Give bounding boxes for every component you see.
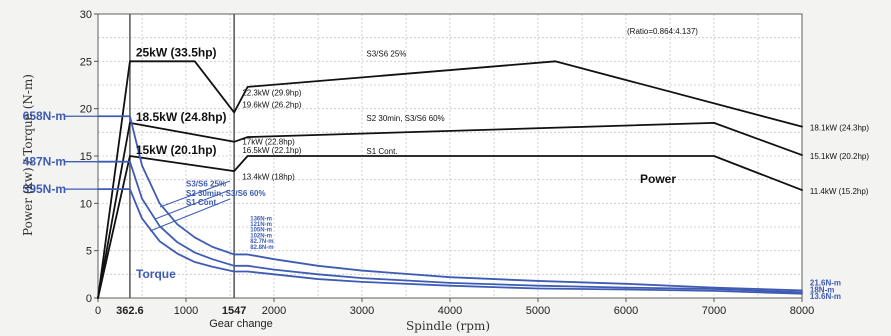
y-axis-title: Power (kw) / Torque (N-m) bbox=[21, 74, 35, 236]
chart-annotation: 121N-m bbox=[250, 222, 272, 228]
y-tick-label: 20 bbox=[80, 104, 92, 116]
x-tick-label: 6000 bbox=[614, 305, 638, 317]
torque-series-line bbox=[97, 188, 803, 295]
y-tick-label: 30 bbox=[80, 9, 92, 21]
chart-annotation: S1 Cont. bbox=[366, 147, 397, 156]
chart-annotation: 18.1kW (24.3hp) bbox=[810, 123, 869, 132]
power-label: Power bbox=[640, 172, 676, 186]
power-series-line bbox=[97, 155, 803, 299]
chart-annotation: 17kW (22.8hp) bbox=[242, 138, 295, 147]
x-tick-label: 5000 bbox=[526, 305, 550, 317]
left-torque-label: 487N-m bbox=[23, 155, 66, 169]
torque-callout-line bbox=[159, 180, 231, 208]
x-axis-title: Spindle (rpm) bbox=[406, 319, 490, 333]
torque-callout-line bbox=[149, 198, 231, 232]
chart-annotation: 136N-m bbox=[250, 216, 272, 222]
chart-annotation: S3/S6 25% bbox=[186, 179, 226, 188]
torque-callout-line bbox=[154, 189, 231, 220]
chart-annotation: S1 Cont. bbox=[186, 198, 218, 207]
ratio-note: (Ratio=0.864:4.137) bbox=[627, 27, 698, 36]
torque-series-line bbox=[97, 115, 803, 292]
x-tick-label: 4000 bbox=[438, 305, 462, 317]
chart-annotation: 82.8N-m bbox=[250, 245, 273, 251]
chart-annotation: 15kW (20.1hp) bbox=[136, 143, 217, 157]
chart-annotation: S2 30min, S3/S6 60% bbox=[186, 189, 266, 198]
x-tick-label: 1000 bbox=[174, 305, 198, 317]
special-x-tick-label: 1547 bbox=[222, 305, 246, 317]
x-tick-label: 7000 bbox=[702, 305, 726, 317]
chart-annotation: 82.7N-m bbox=[250, 239, 273, 245]
x-tick-label: 2000 bbox=[262, 305, 286, 317]
series-layer bbox=[97, 60, 803, 299]
power-series-line bbox=[97, 60, 803, 299]
chart-annotation: S2 30min, S3/S6 60% bbox=[366, 114, 444, 123]
chart-annotation: S3/S6 25% bbox=[366, 50, 406, 59]
chart-annotation: 18N-m bbox=[810, 285, 834, 294]
chart-annotation: 25kW (33.5hp) bbox=[136, 46, 217, 60]
y-tick-label: 0 bbox=[86, 293, 92, 305]
y-tick-label: 5 bbox=[86, 246, 92, 258]
left-torque-label: 395N-m bbox=[23, 182, 66, 196]
special-x-tick-label: 362.6 bbox=[116, 305, 144, 317]
x-tick-label: 0 bbox=[95, 305, 101, 317]
torque-series-line bbox=[97, 160, 803, 294]
gear-change-label: Gear change bbox=[209, 318, 273, 330]
label-layer: 658N-m 487N-m 395N-m 25kW (33.5hp) 18.5kW (2… bbox=[23, 46, 870, 301]
chart-annotation: 22.3kW (29.9hp) bbox=[242, 88, 301, 97]
x-tick-label: 8000 bbox=[790, 305, 814, 317]
chart-annotation: 19.6kW (26.2hp) bbox=[242, 101, 301, 110]
chart-annotation: 13.4kW (18hp) bbox=[242, 173, 295, 182]
x-tick-label: 3000 bbox=[350, 305, 374, 317]
y-tick-label: 10 bbox=[80, 198, 92, 210]
chart-annotation: 13.6N-m bbox=[810, 292, 841, 301]
y-tick-label: 15 bbox=[80, 151, 92, 163]
chart-annotation: 11.4kW (15.2hp) bbox=[810, 187, 869, 196]
chart-annotation: 105N-m bbox=[250, 228, 272, 234]
chart-annotation: 102N-m bbox=[250, 233, 272, 239]
chart-annotation: 15.1kW (20.2hp) bbox=[810, 152, 869, 161]
y-tick-label: 25 bbox=[80, 56, 92, 68]
chart-annotation: 16.5kW (22.1hp) bbox=[242, 146, 301, 155]
chart-annotation: 21.6N-m bbox=[810, 279, 841, 288]
torque-label: Torque bbox=[136, 267, 176, 281]
chart-annotation: 18.5kW (24.8hp) bbox=[136, 110, 227, 124]
power-series-line bbox=[97, 121, 803, 299]
left-torque-label: 658N-m bbox=[23, 109, 66, 123]
